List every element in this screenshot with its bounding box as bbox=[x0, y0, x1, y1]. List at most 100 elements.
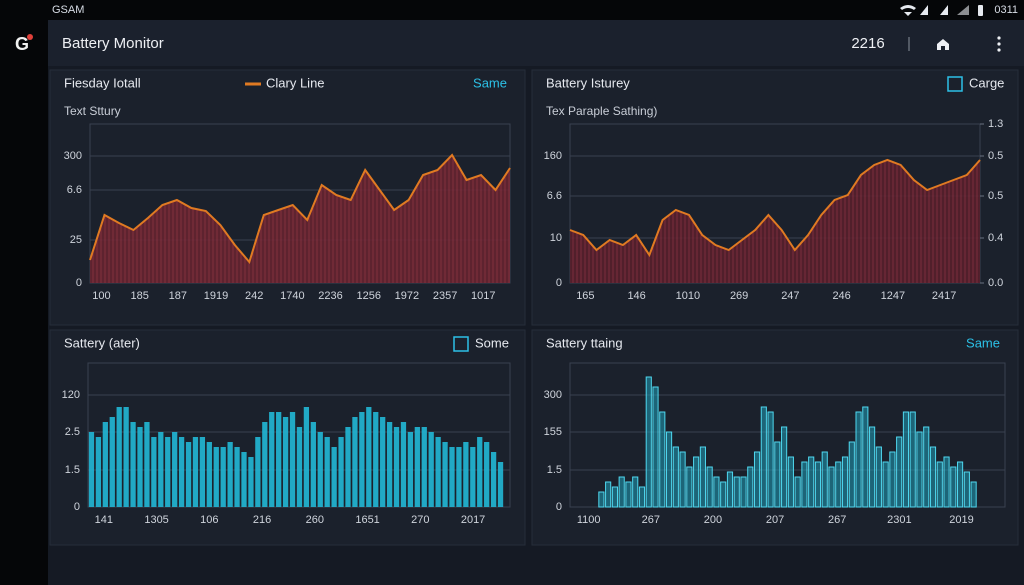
status-bar bbox=[0, 0, 1024, 20]
bar bbox=[760, 406, 767, 508]
x-tick-label: 2236 bbox=[318, 290, 342, 302]
y-tick-label: 1.5 bbox=[65, 464, 80, 476]
x-tick-label: 1010 bbox=[676, 290, 700, 302]
bar bbox=[178, 437, 185, 507]
chart-title: Fiesday Iotall bbox=[64, 75, 141, 90]
chart-link[interactable]: Same bbox=[966, 335, 1000, 350]
x-tick-label: 2019 bbox=[949, 514, 973, 526]
y-tick-label: 10 bbox=[550, 232, 562, 244]
panel bbox=[531, 329, 1019, 546]
charts: Fiesday Iotall Text Sttury Same Clary Line 0… bbox=[49, 69, 1019, 546]
bar bbox=[227, 442, 233, 507]
bar bbox=[276, 412, 282, 507]
legend-checkbox[interactable] bbox=[453, 336, 469, 352]
x-tick-label: 2417 bbox=[932, 290, 956, 302]
x-tick-label: 1651 bbox=[355, 514, 379, 526]
bar bbox=[740, 476, 747, 508]
line bbox=[89, 153, 511, 265]
legend-checkbox[interactable] bbox=[947, 76, 963, 92]
y2-tick-label: 0.5 bbox=[988, 190, 1003, 202]
y-tick-label: 300 bbox=[64, 150, 82, 162]
y-tick-label: 300 bbox=[544, 389, 562, 401]
chart-title: Sattery (ater) bbox=[64, 335, 140, 350]
x-tick-label: 100 bbox=[92, 290, 110, 302]
x-tick-label: 1305 bbox=[144, 514, 168, 526]
menu-button[interactable] bbox=[997, 36, 1001, 52]
bar bbox=[781, 426, 788, 508]
bar bbox=[442, 442, 448, 507]
bar bbox=[767, 411, 774, 508]
x-tick-label: 1972 bbox=[395, 290, 419, 302]
bar bbox=[753, 451, 761, 508]
home-button[interactable] bbox=[937, 39, 949, 50]
bar bbox=[665, 431, 673, 508]
bar bbox=[801, 461, 808, 508]
bar bbox=[386, 422, 393, 507]
bar bbox=[428, 432, 434, 507]
bar bbox=[296, 427, 303, 507]
bar bbox=[484, 442, 490, 507]
bar bbox=[611, 486, 618, 508]
bar bbox=[598, 491, 605, 508]
x-tick-label: 2357 bbox=[433, 290, 457, 302]
chart-subtitle: Text Sttury bbox=[64, 104, 121, 118]
bar bbox=[88, 432, 95, 507]
bar bbox=[470, 447, 476, 507]
bar bbox=[303, 407, 310, 507]
x-tick-label: 269 bbox=[730, 290, 748, 302]
bar bbox=[414, 427, 420, 507]
bar bbox=[787, 456, 794, 508]
chart-subtitle: Tex Paraple Sathing) bbox=[546, 104, 657, 118]
chart-link[interactable]: Same bbox=[473, 75, 507, 90]
bar bbox=[963, 471, 970, 508]
bar bbox=[407, 432, 414, 507]
y-tick-label: 0 bbox=[556, 277, 562, 289]
bar bbox=[324, 437, 330, 507]
bar bbox=[289, 412, 296, 507]
y-tick-label: 155 bbox=[544, 426, 562, 438]
x-tick-label: 207 bbox=[766, 514, 784, 526]
bar bbox=[862, 406, 869, 508]
bar bbox=[373, 412, 379, 507]
bar bbox=[808, 456, 815, 508]
app-logo[interactable]: G bbox=[15, 34, 29, 54]
bar bbox=[794, 476, 801, 508]
bar bbox=[693, 456, 700, 508]
bar bbox=[869, 426, 876, 508]
bar bbox=[144, 422, 150, 507]
x-tick-label: 1100 bbox=[577, 514, 601, 526]
bar bbox=[116, 407, 122, 507]
bar bbox=[936, 461, 943, 508]
y-tick-label: 6.6 bbox=[547, 190, 562, 202]
bar bbox=[855, 411, 862, 508]
bar bbox=[345, 427, 351, 507]
y-tick-label: 2.5 bbox=[65, 426, 80, 438]
y2-tick-label: 0.5 bbox=[988, 150, 1003, 162]
bar bbox=[929, 446, 937, 508]
bar bbox=[338, 437, 344, 507]
bar bbox=[896, 436, 903, 508]
bar bbox=[726, 471, 734, 508]
chart-title: Battery Isturey bbox=[546, 75, 630, 90]
bar bbox=[359, 412, 365, 507]
app-title: Battery Monitor bbox=[62, 35, 164, 52]
bar bbox=[490, 452, 497, 507]
legend-label: Clary Line bbox=[266, 75, 325, 90]
bar bbox=[130, 422, 136, 507]
side-strip bbox=[0, 20, 48, 585]
x-tick-label: 165 bbox=[576, 290, 594, 302]
bar bbox=[706, 466, 713, 508]
bar bbox=[213, 447, 219, 507]
bar bbox=[625, 481, 632, 508]
bar bbox=[821, 451, 828, 508]
x-tick-label: 1256 bbox=[356, 290, 380, 302]
bar bbox=[659, 411, 666, 508]
bar bbox=[686, 466, 693, 508]
x-tick-label: 260 bbox=[306, 514, 324, 526]
y-tick-label: 0 bbox=[74, 501, 80, 513]
y2-tick-label: 0.0 bbox=[988, 277, 1003, 289]
bar bbox=[618, 476, 625, 508]
bar bbox=[889, 451, 896, 508]
y-tick-label: 6.6 bbox=[67, 184, 82, 196]
